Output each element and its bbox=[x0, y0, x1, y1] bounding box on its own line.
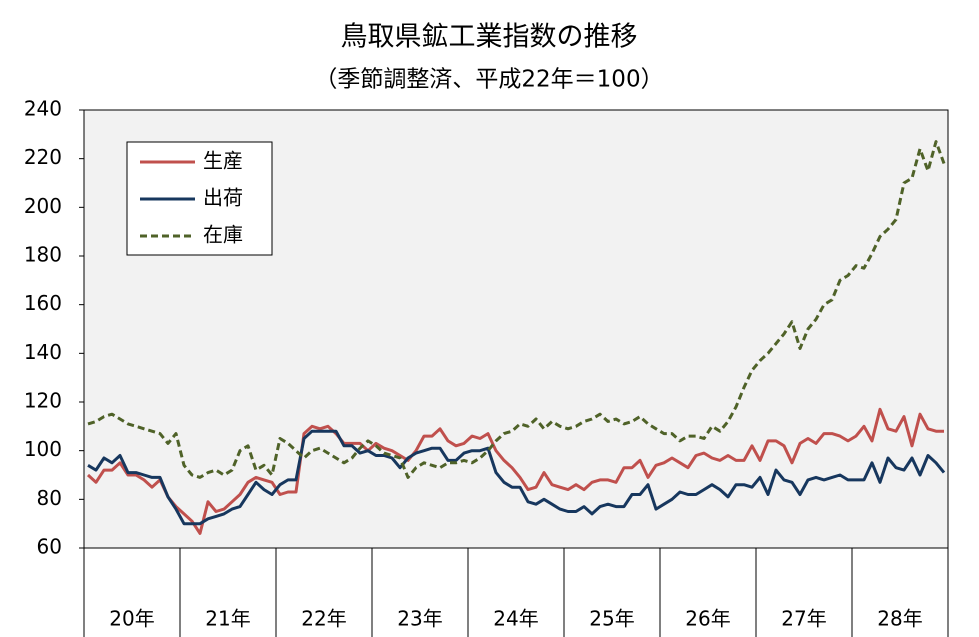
y-tick-label: 220 bbox=[24, 145, 62, 169]
x-tick-label: 22年 bbox=[301, 607, 346, 631]
legend-label: 在庫 bbox=[203, 223, 243, 247]
y-tick-label: 160 bbox=[24, 291, 62, 315]
y-tick-label: 60 bbox=[37, 535, 62, 559]
x-tick-label: 28年 bbox=[877, 607, 922, 631]
y-tick-label: 140 bbox=[24, 340, 62, 364]
y-tick-label: 180 bbox=[24, 243, 62, 267]
x-tick-label: 26年 bbox=[685, 607, 730, 631]
x-tick-label: 21年 bbox=[205, 607, 250, 631]
legend-label: 生産 bbox=[203, 149, 243, 173]
x-tick-label: 25年 bbox=[589, 607, 634, 631]
series-line bbox=[87, 140, 946, 479]
x-tick-label: 27年 bbox=[781, 607, 826, 631]
y-tick-label: 120 bbox=[24, 389, 62, 413]
series-line bbox=[87, 429, 946, 526]
x-tick-label: 24年 bbox=[493, 607, 538, 631]
y-tick-label: 240 bbox=[24, 97, 62, 121]
series-line bbox=[86, 407, 944, 535]
x-tick-label: 23年 bbox=[397, 607, 442, 631]
x-tick-label: 20年 bbox=[109, 607, 154, 631]
chart-subtitle: （季節調整済、平成22年＝100） bbox=[314, 67, 663, 93]
y-tick-label: 80 bbox=[37, 486, 62, 510]
y-tick-label: 200 bbox=[24, 194, 62, 218]
chart-title: 鳥取県鉱工業指数の推移 bbox=[341, 22, 638, 53]
legend-label: 出荷 bbox=[203, 186, 243, 210]
y-tick-label: 100 bbox=[24, 437, 62, 461]
